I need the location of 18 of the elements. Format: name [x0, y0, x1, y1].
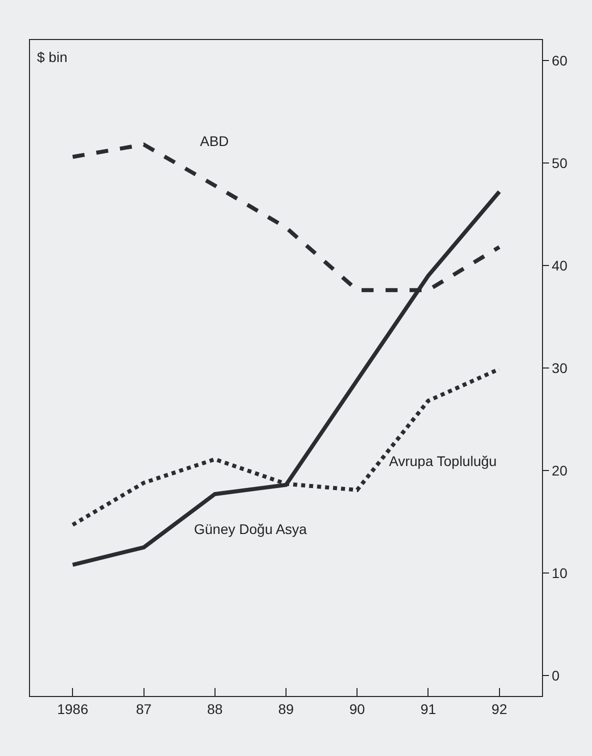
y-tick-label: 60 — [552, 52, 568, 68]
series-label: Güney Doğu Asya — [194, 521, 308, 537]
y-axis-title: $ bin — [37, 49, 68, 65]
x-tick-label: 91 — [420, 700, 436, 717]
x-tick-label: 88 — [207, 700, 223, 717]
y-tick-label: 10 — [552, 564, 568, 581]
x-tick-label: 87 — [136, 700, 152, 717]
y-tick-label: 20 — [552, 462, 568, 478]
x-tick-label: 1986 — [57, 700, 88, 717]
series-label: ABD — [200, 133, 229, 149]
y-tick-label: 50 — [552, 154, 568, 171]
y-tick-label: 0 — [552, 667, 560, 684]
y-tick-label: 40 — [552, 257, 568, 274]
x-tick-label: 92 — [492, 700, 508, 717]
series-label: Avrupa Topluluğu — [389, 453, 497, 469]
x-tick-label: 90 — [349, 700, 366, 717]
x-tick-label: 89 — [278, 700, 294, 717]
y-tick-label: 30 — [552, 360, 568, 376]
